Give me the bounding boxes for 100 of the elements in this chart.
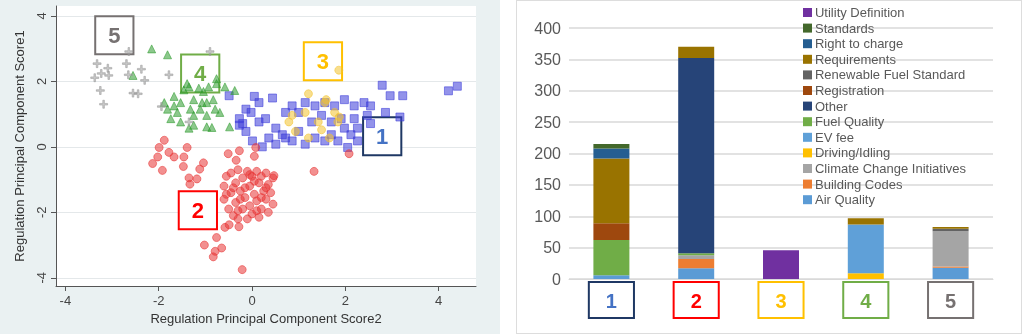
bar (678, 258, 715, 269)
point (123, 70, 133, 80)
point (366, 119, 376, 129)
point (95, 85, 105, 95)
point (334, 65, 344, 75)
x-tick-label: 3 (775, 290, 787, 312)
bar (932, 231, 969, 267)
y-tick-label: 2 (34, 77, 49, 85)
bar (593, 158, 630, 224)
point (104, 70, 114, 80)
point (349, 114, 359, 124)
point (103, 63, 113, 73)
point (452, 81, 462, 91)
y-tick-label: 4 (34, 12, 49, 20)
point (207, 123, 217, 132)
legend-label: Renewable Fuel Standard (814, 67, 966, 83)
legend-label: Fuel Quality (814, 114, 885, 130)
point (366, 101, 376, 111)
point (352, 136, 362, 146)
point (189, 110, 199, 120)
point (339, 95, 349, 105)
point (208, 95, 218, 105)
bar (847, 273, 884, 279)
point (156, 102, 166, 112)
point (395, 112, 405, 122)
point (205, 47, 215, 57)
point (169, 91, 179, 101)
point (326, 117, 336, 127)
point (140, 75, 150, 85)
legend-label: Driving/Idling (814, 145, 891, 161)
legend-label: Requirements (814, 51, 897, 67)
y-tick-label: 0 (34, 143, 49, 151)
annotation: 3 (316, 48, 330, 74)
point (313, 117, 323, 127)
point (352, 123, 362, 133)
point (310, 101, 320, 111)
point (300, 98, 310, 108)
point (246, 107, 256, 117)
legend-label: Registration (814, 83, 885, 98)
point (204, 82, 214, 92)
point (443, 86, 453, 96)
legend-label: EV fee (814, 129, 855, 145)
point (359, 98, 369, 108)
y-tick-label: 0 (552, 270, 562, 288)
y-tick-label: 100 (534, 207, 562, 225)
bar (678, 58, 715, 254)
legend-label: Standards (814, 20, 875, 36)
x-axis-title: Regulation Principal Component Score2 (150, 310, 382, 326)
point (147, 44, 157, 54)
point (385, 91, 395, 101)
legend-label: Utility Definition (814, 5, 905, 20)
point (99, 99, 109, 109)
x-tick-label: 2 (690, 290, 702, 312)
x-tick-label: 4 (435, 293, 443, 308)
point (128, 70, 138, 80)
annotation: 1 (376, 123, 389, 149)
point (166, 114, 176, 124)
x-tick-label: 1 (605, 290, 617, 312)
point (176, 98, 186, 108)
point (398, 91, 408, 101)
point (164, 70, 174, 80)
x-tick-label: 0 (248, 293, 256, 308)
point (310, 133, 320, 143)
point (362, 110, 372, 120)
point (287, 101, 297, 111)
point (300, 107, 310, 117)
point (212, 79, 222, 89)
bar (593, 223, 630, 241)
point (136, 64, 146, 74)
point (169, 101, 179, 111)
point (202, 110, 212, 120)
point (92, 59, 102, 69)
y-tick-label: 350 (534, 50, 562, 68)
point (317, 125, 327, 135)
point (307, 117, 317, 127)
annotation: 5 (108, 22, 121, 48)
legend-label: Climate Change Initiatives (814, 161, 967, 176)
y-tick-label: -4 (34, 272, 49, 284)
bar (847, 218, 884, 225)
bar (593, 240, 630, 276)
y-tick-label: 400 (534, 19, 562, 37)
point (333, 136, 343, 146)
x-tick-label: -4 (59, 293, 72, 308)
y-tick-label: 250 (534, 113, 562, 131)
point (90, 73, 100, 83)
point (287, 110, 297, 120)
legend-label: Other (814, 98, 849, 114)
y-axis-title: Regulation Principal Component Score1 (12, 30, 27, 262)
y-tick-label: 50 (543, 239, 562, 257)
point (247, 136, 257, 146)
y-tick-label: 150 (534, 176, 562, 194)
x-tick-label: -2 (152, 293, 165, 308)
x-tick-label: 2 (341, 293, 349, 308)
bar (593, 144, 630, 149)
point (194, 83, 204, 93)
annotation: 4 (194, 60, 208, 86)
bar (678, 268, 715, 279)
point (290, 126, 300, 136)
point (264, 133, 274, 143)
point (195, 104, 205, 114)
